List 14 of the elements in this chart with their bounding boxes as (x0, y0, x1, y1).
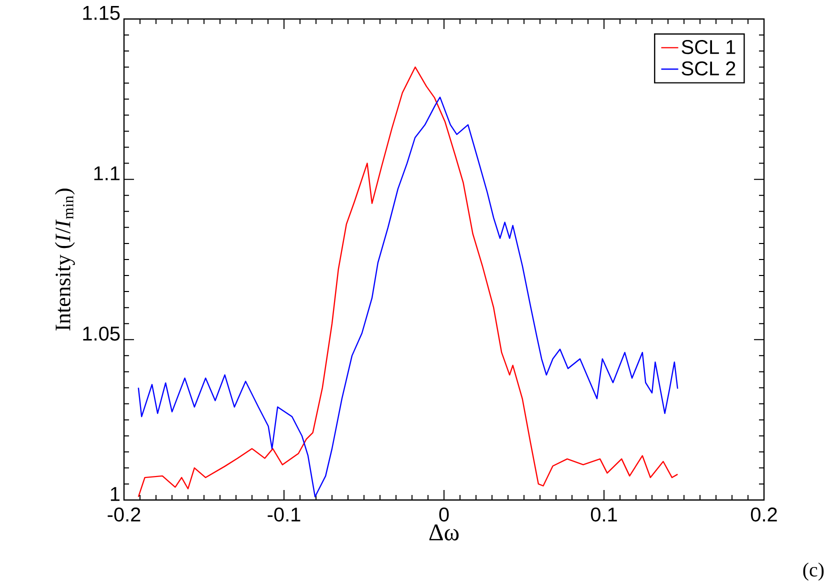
x-axis-title: Δω (429, 524, 459, 540)
x-tick-label: 0.1 (590, 508, 617, 522)
x-tick-label: 0.2 (750, 508, 777, 522)
y-tick-label: 1.15 (83, 6, 120, 20)
text: (c) (803, 562, 824, 581)
y-tick-label: 1 (110, 487, 120, 501)
y-tick-label: 1.05 (83, 326, 120, 341)
y-tick-label: 1.1 (94, 166, 120, 180)
legend-label: SCL 2 (682, 61, 736, 76)
legend-label: SCL 1 (682, 40, 736, 54)
x-tick-label: -0.2 (108, 508, 140, 522)
x-tick-label: 0 (439, 508, 449, 522)
x-tick-label: -0.1 (268, 508, 300, 522)
y-axis-title: Intensity (I/I$_{min}$) (54, 188, 75, 330)
